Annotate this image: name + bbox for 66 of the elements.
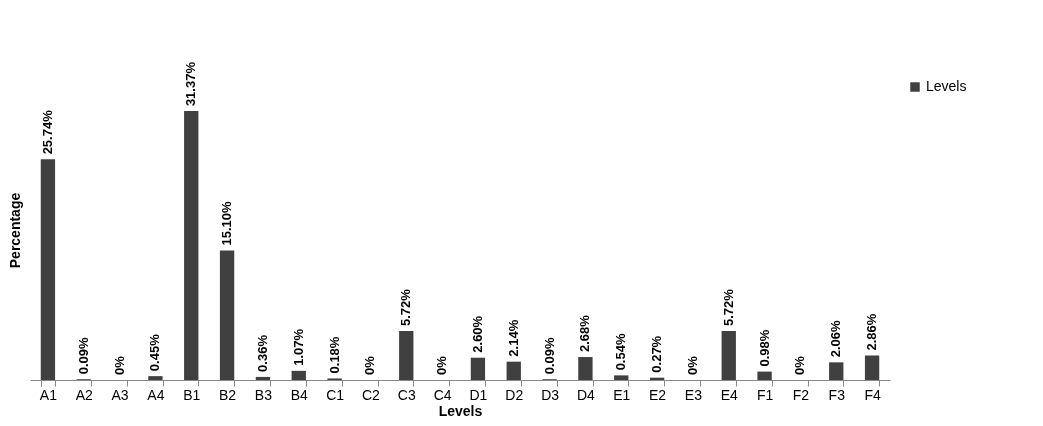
data-label: 2.86% [864, 313, 880, 351]
x-tick-label: C2 [361, 386, 381, 403]
data-label: 0.36% [254, 334, 270, 372]
x-tick-label: C3 [397, 386, 416, 403]
x-tick-label: E2 [649, 386, 667, 403]
x-tick-label: B2 [219, 386, 237, 403]
x-tick-label: E3 [684, 386, 703, 403]
data-label: 0.45% [147, 333, 163, 372]
bar [721, 330, 736, 380]
data-label: 0.09% [541, 336, 557, 375]
bar [219, 250, 235, 380]
bar [184, 111, 199, 380]
x-tick-label: E4 [720, 386, 739, 403]
x-tick-label: A2 [75, 386, 94, 403]
x-tick-label: F3 [828, 386, 846, 403]
x-tick-label: D2 [505, 386, 524, 403]
x-tick-label: D4 [576, 386, 596, 403]
x-tick-label: F4 [864, 386, 881, 403]
x-tick-label: D1 [469, 386, 488, 403]
x-tick-label: A4 [147, 386, 165, 403]
data-label: 5.72% [720, 288, 736, 326]
data-label: 0% [684, 355, 700, 375]
bar [864, 355, 880, 380]
bar [757, 371, 772, 380]
data-label: 0.54% [613, 333, 629, 371]
x-tick-label: A3 [111, 386, 129, 403]
data-label: 2.06% [828, 320, 844, 358]
x-tick-label: B4 [290, 386, 309, 403]
bar [148, 376, 163, 380]
bar [506, 361, 521, 380]
x-axis-title: Levels [438, 402, 483, 419]
data-label: 5.72% [398, 288, 414, 326]
x-tick-label: B1 [183, 386, 201, 403]
x-tick-label: C4 [433, 386, 452, 403]
bar [578, 357, 593, 380]
data-label: 0.18% [326, 336, 342, 374]
x-tick-label: F1 [756, 386, 774, 403]
x-tick-label: B3 [254, 386, 273, 403]
data-label: 0% [362, 355, 378, 375]
bar [470, 357, 486, 380]
bar [614, 375, 629, 380]
x-tick-label: E1 [613, 386, 631, 403]
data-label: 1.07% [290, 328, 306, 366]
y-axis-title: Percentage [6, 192, 23, 269]
data-label: 0.98% [756, 329, 772, 367]
bar [399, 330, 414, 380]
x-tick-label: C1 [326, 386, 345, 403]
data-label: 0% [434, 355, 450, 375]
bar [40, 159, 56, 380]
bar [291, 370, 306, 380]
data-label: 0% [792, 355, 808, 375]
x-tick-label: A1 [39, 386, 58, 403]
data-label: 31.37% [183, 61, 199, 107]
bar [829, 362, 844, 380]
data-label: 0.27% [649, 335, 665, 373]
x-tick-label: F2 [792, 386, 810, 403]
x-tick-label: D3 [541, 386, 560, 403]
data-label: 0.09% [75, 336, 91, 375]
data-label: 25.74% [39, 109, 55, 155]
data-label: 2.60% [469, 315, 485, 353]
legend-label: Levels [926, 78, 967, 94]
data-label: 15.10% [219, 201, 235, 246]
bar [255, 376, 271, 380]
data-label: 2.68% [577, 314, 593, 353]
data-label: 2.14% [505, 319, 521, 357]
data-label: 0% [111, 355, 127, 375]
